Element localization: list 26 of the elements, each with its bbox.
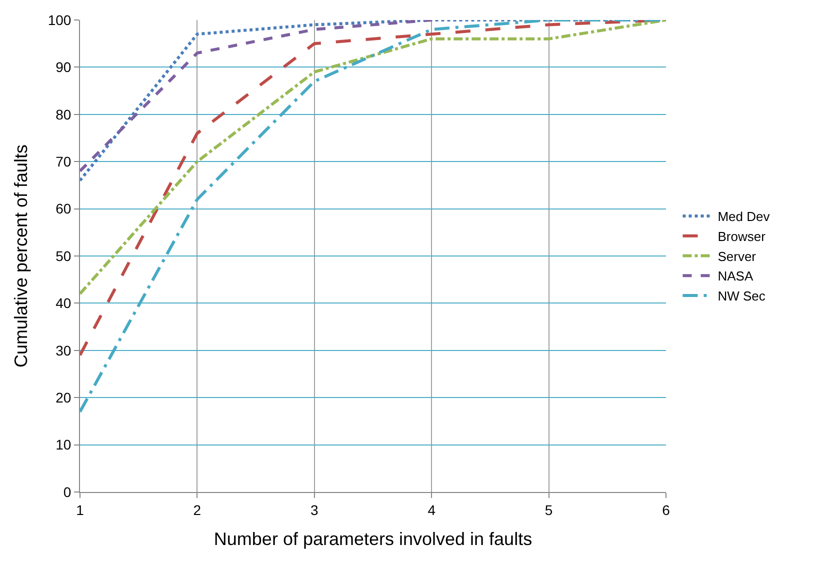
x-tick-label: 3 bbox=[310, 502, 318, 518]
x-tick-label: 5 bbox=[544, 502, 553, 518]
x-tick-label: 1 bbox=[76, 502, 84, 518]
y-tick-label: 70 bbox=[56, 154, 72, 170]
x-axis-title: Number of parameters involved in faults bbox=[214, 528, 532, 549]
y-tick-label: 40 bbox=[56, 295, 72, 312]
y-tick-label: 0 bbox=[63, 484, 72, 500]
x-tick-label: 2 bbox=[193, 502, 202, 518]
y-tick-label: 50 bbox=[56, 248, 72, 264]
y-tick-label: 10 bbox=[56, 436, 72, 453]
y-tick-label: 30 bbox=[56, 342, 72, 358]
y-tick-label: 80 bbox=[56, 106, 72, 122]
y-tick-label: 90 bbox=[56, 59, 72, 76]
y-tick-label: 20 bbox=[56, 390, 72, 406]
line-series bbox=[80, 20, 434, 173]
x-tick-label: 6 bbox=[662, 502, 670, 518]
legend-label: Med Dev bbox=[718, 209, 770, 224]
legend-label: NASA bbox=[718, 268, 754, 284]
y-axis-title: Cumulative percent of faults bbox=[11, 144, 32, 368]
y-tick-label: 100 bbox=[48, 12, 72, 28]
line-series bbox=[80, 20, 666, 296]
legend-label: Browser bbox=[718, 228, 766, 244]
x-tick-label: 4 bbox=[428, 502, 436, 518]
legend-label: NW Sec bbox=[718, 288, 766, 304]
legend-label: Server bbox=[718, 248, 757, 264]
y-tick-label: 60 bbox=[56, 200, 72, 217]
